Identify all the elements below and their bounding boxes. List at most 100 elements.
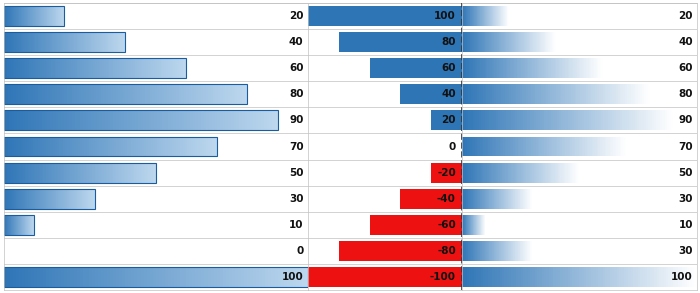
- Bar: [510, 137, 511, 156]
- Bar: [547, 32, 548, 52]
- Bar: [498, 58, 500, 78]
- Bar: [43, 32, 45, 52]
- Bar: [471, 84, 473, 104]
- Bar: [485, 189, 486, 209]
- Bar: [494, 110, 496, 130]
- Bar: [123, 32, 124, 52]
- Bar: [536, 32, 537, 52]
- Bar: [624, 267, 626, 287]
- Bar: [160, 84, 162, 104]
- Bar: [518, 137, 519, 156]
- Bar: [486, 32, 487, 52]
- Bar: [466, 189, 467, 209]
- Bar: [510, 163, 511, 183]
- Bar: [7, 32, 8, 52]
- Bar: [514, 110, 517, 130]
- Bar: [470, 189, 471, 209]
- Bar: [159, 137, 161, 156]
- Bar: [488, 267, 490, 287]
- Bar: [37, 163, 38, 183]
- Bar: [74, 163, 75, 183]
- Bar: [181, 110, 184, 130]
- Bar: [4, 137, 216, 156]
- Bar: [55, 267, 58, 287]
- Bar: [462, 163, 463, 183]
- Bar: [549, 137, 551, 156]
- Bar: [575, 58, 576, 78]
- Bar: [132, 137, 134, 156]
- Bar: [525, 189, 526, 209]
- Bar: [599, 84, 601, 104]
- Bar: [486, 58, 487, 78]
- Bar: [146, 267, 150, 287]
- Bar: [474, 32, 475, 52]
- Bar: [650, 267, 652, 287]
- Bar: [130, 58, 132, 78]
- Bar: [115, 163, 116, 183]
- Bar: [487, 189, 488, 209]
- Bar: [610, 267, 612, 287]
- Bar: [654, 267, 657, 287]
- Bar: [89, 137, 91, 156]
- Bar: [27, 32, 28, 52]
- Bar: [542, 137, 544, 156]
- Bar: [514, 163, 516, 183]
- Bar: [544, 58, 545, 78]
- Bar: [636, 267, 638, 287]
- Bar: [146, 163, 148, 183]
- Bar: [193, 84, 196, 104]
- Bar: [232, 84, 235, 104]
- Bar: [94, 32, 95, 52]
- Bar: [547, 163, 549, 183]
- Bar: [120, 32, 122, 52]
- Bar: [573, 137, 575, 156]
- Bar: [575, 163, 577, 183]
- Bar: [526, 84, 528, 104]
- Bar: [570, 137, 572, 156]
- Bar: [622, 84, 624, 104]
- Bar: [181, 58, 183, 78]
- Bar: [516, 189, 517, 209]
- Bar: [593, 110, 595, 130]
- Bar: [40, 267, 43, 287]
- Bar: [512, 189, 513, 209]
- Bar: [162, 84, 164, 104]
- Bar: [27, 189, 28, 209]
- Bar: [370, 215, 462, 235]
- Bar: [100, 58, 102, 78]
- Bar: [573, 163, 575, 183]
- Bar: [467, 32, 468, 52]
- Bar: [526, 32, 528, 52]
- Bar: [46, 137, 48, 156]
- Bar: [45, 84, 48, 104]
- Bar: [127, 58, 130, 78]
- Bar: [500, 58, 501, 78]
- Bar: [150, 84, 152, 104]
- Text: 10: 10: [678, 220, 693, 230]
- Bar: [150, 58, 151, 78]
- Bar: [469, 267, 471, 287]
- Bar: [475, 163, 476, 183]
- Bar: [517, 110, 519, 130]
- Bar: [565, 163, 566, 183]
- Bar: [4, 58, 6, 78]
- Bar: [23, 84, 25, 104]
- Bar: [20, 84, 23, 104]
- Bar: [79, 32, 81, 52]
- Bar: [211, 84, 213, 104]
- Bar: [172, 58, 174, 78]
- Bar: [150, 163, 151, 183]
- Bar: [45, 189, 46, 209]
- Bar: [132, 267, 134, 287]
- Bar: [465, 189, 466, 209]
- Text: 90: 90: [289, 115, 303, 125]
- Bar: [49, 267, 52, 287]
- Bar: [482, 32, 483, 52]
- Bar: [638, 267, 640, 287]
- Bar: [464, 163, 466, 183]
- Bar: [78, 110, 80, 130]
- Bar: [613, 137, 615, 156]
- Bar: [549, 163, 550, 183]
- Bar: [623, 137, 624, 156]
- Bar: [54, 189, 55, 209]
